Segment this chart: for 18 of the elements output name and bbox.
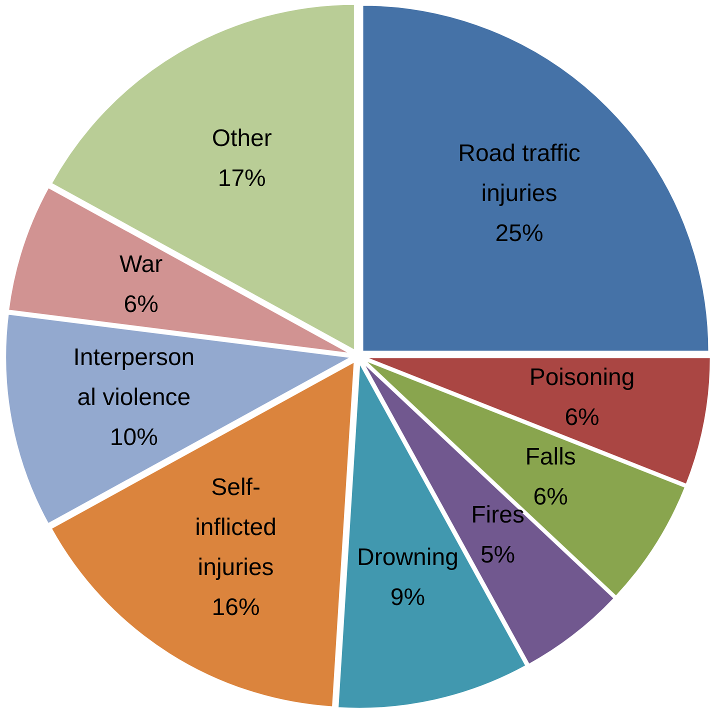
slice-label: Falls <box>525 444 576 471</box>
data-label: 6% <box>533 484 568 511</box>
slice-label: Road traffic injuries <box>458 140 580 208</box>
data-label: 25% <box>495 220 544 248</box>
slice-label: Fires <box>471 502 524 529</box>
data-label: 5% <box>480 542 516 569</box>
slice-label: Self-inflicted injuries <box>195 474 276 581</box>
data-label: 6% <box>124 290 158 318</box>
data-label: 17% <box>218 165 266 192</box>
data-label: 16% <box>212 594 260 621</box>
slice-label: Drowning <box>357 544 458 571</box>
slice-label: Poisoning <box>529 364 635 392</box>
data-label: 10% <box>110 424 158 452</box>
data-label: 6% <box>564 404 600 432</box>
slice-label: War <box>120 250 163 278</box>
slice-label: Interpersonal violence <box>73 344 195 412</box>
data-label: 9% <box>390 584 426 611</box>
slice-label: Other <box>212 125 272 152</box>
